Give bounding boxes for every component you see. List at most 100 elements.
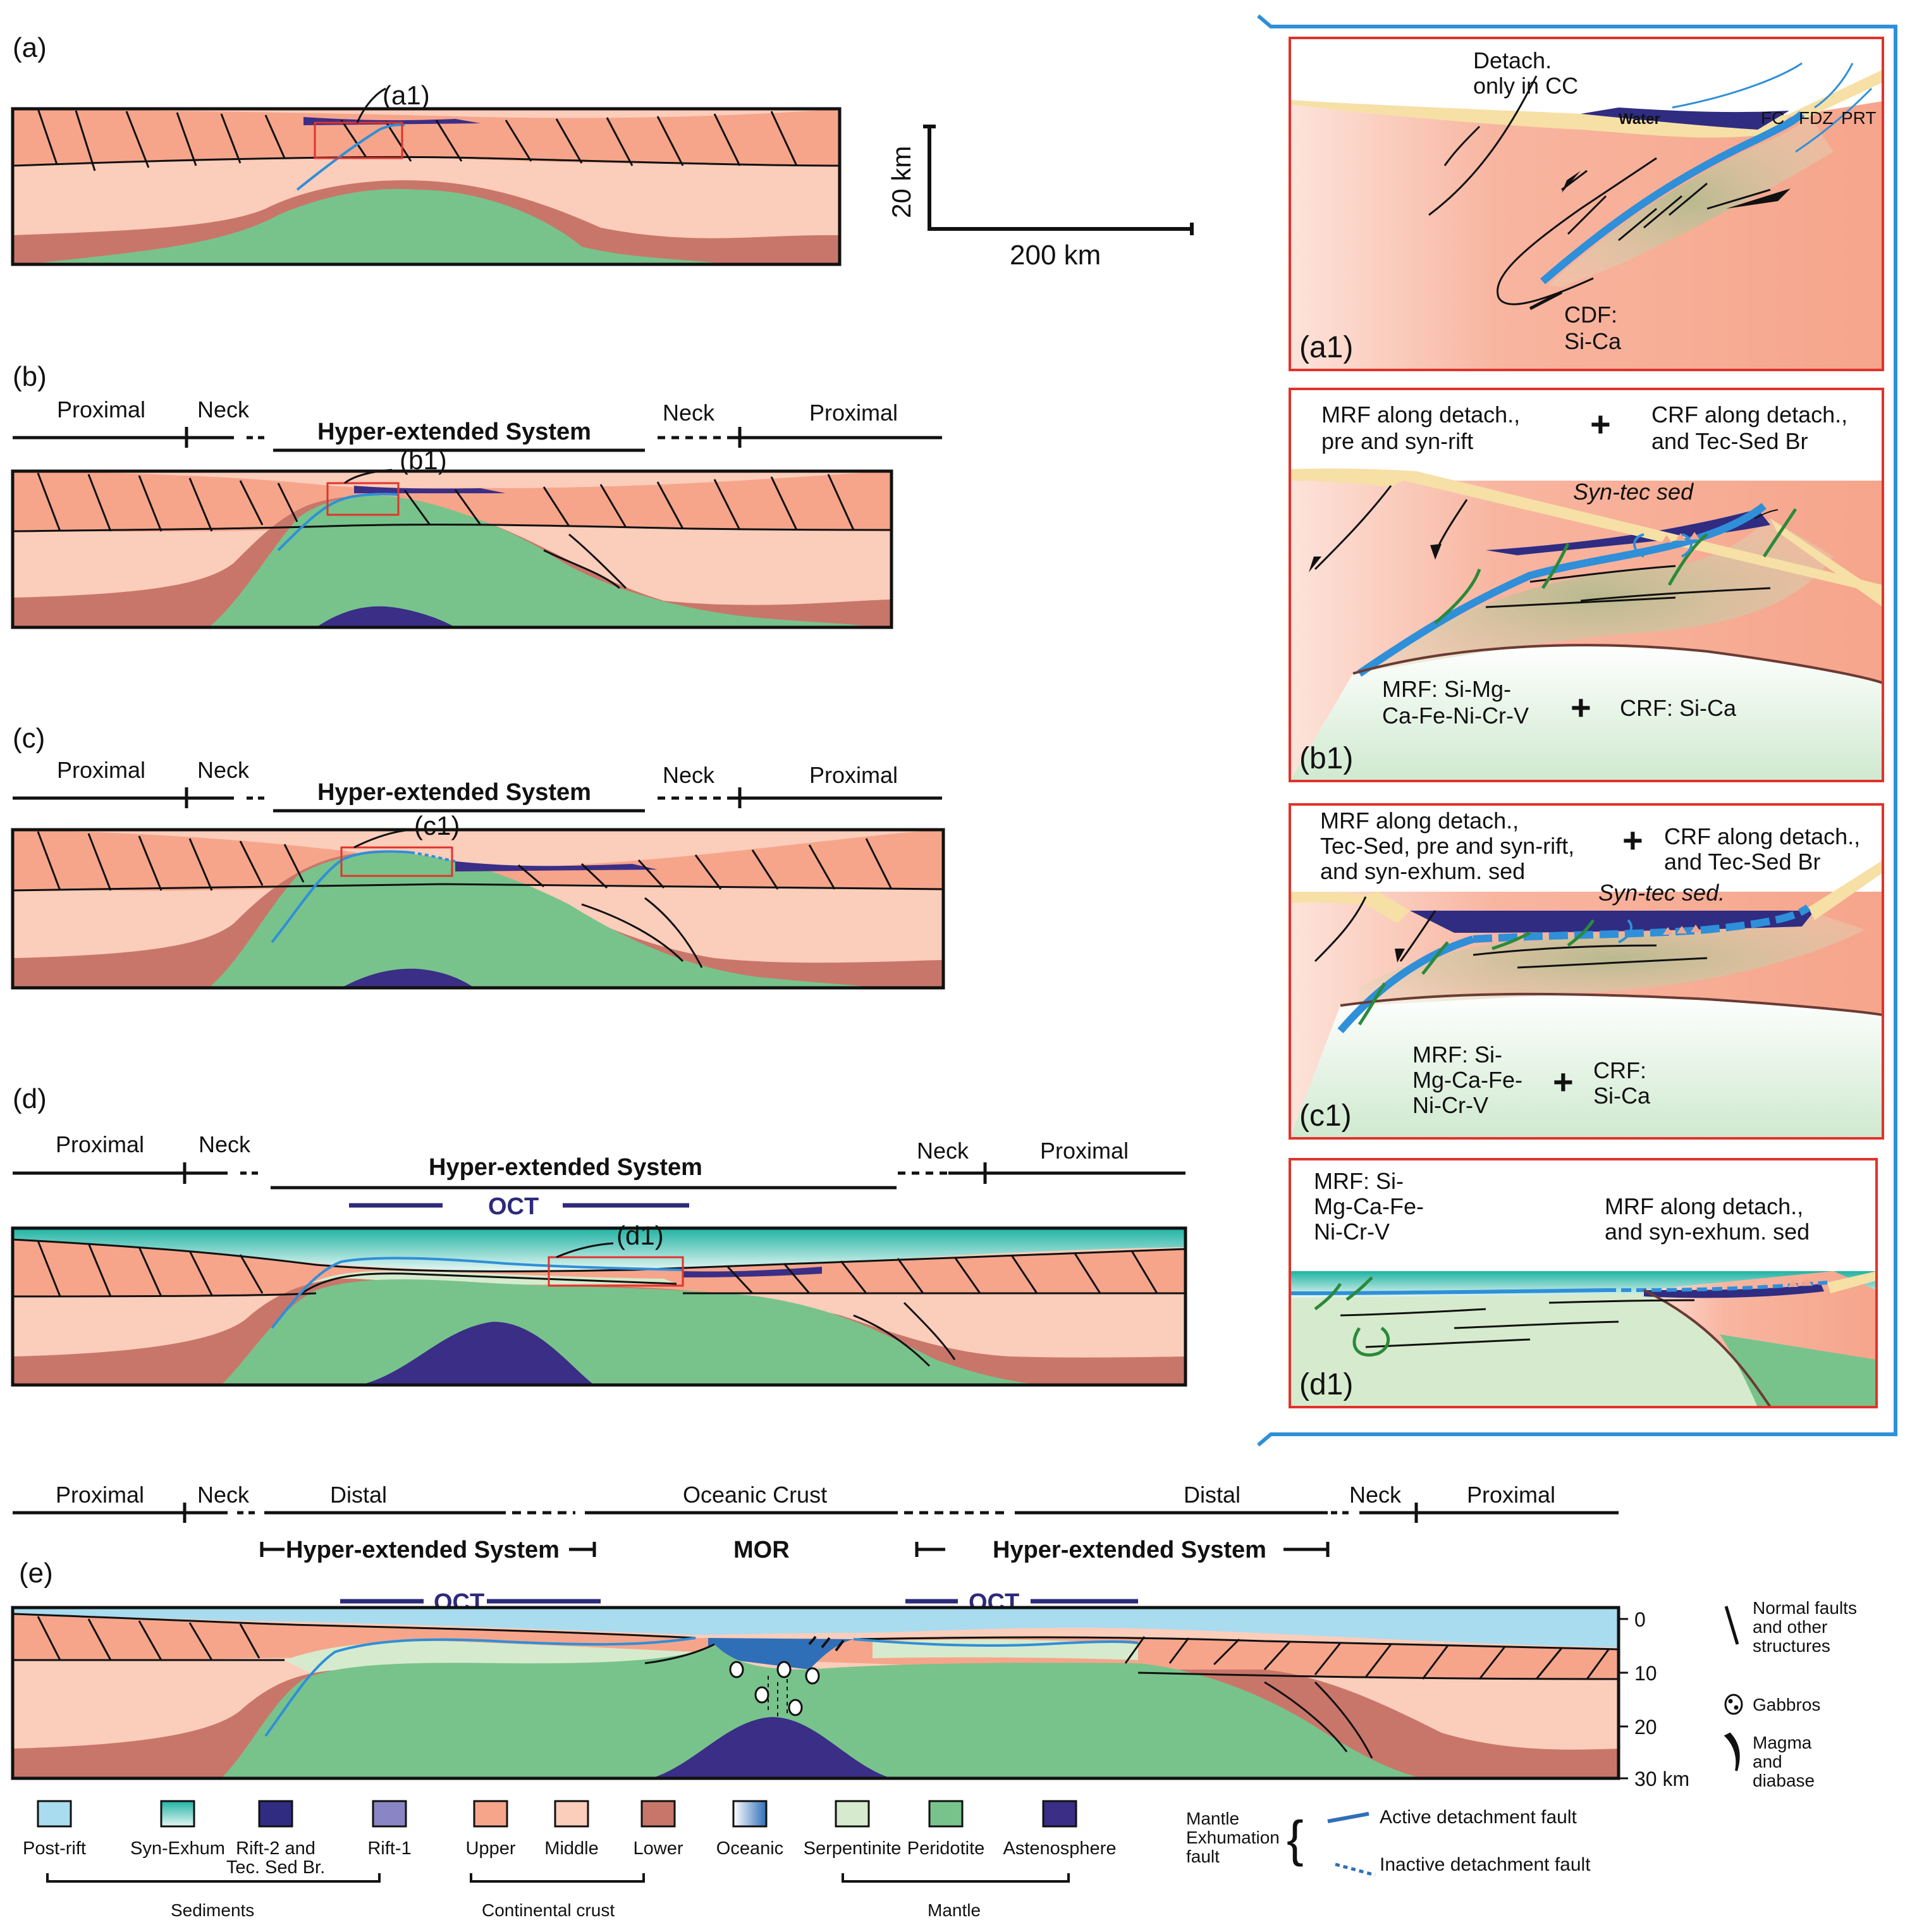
zoom-c1-label: (c1) — [1299, 1099, 1352, 1133]
section-b: (b1) — [11, 445, 893, 629]
legend-swatch-serpentinite — [835, 1800, 870, 1828]
panel-e: Proximal Neck Distal Oceanic Crust Dista… — [11, 1482, 1689, 1790]
legend-label: Astenosphere — [1003, 1838, 1117, 1859]
svg-text:Syn-tec sed: Syn-tec sed — [1573, 479, 1694, 505]
svg-text:Neck: Neck — [917, 1138, 969, 1164]
svg-text:Hyper-extended System: Hyper-extended System — [317, 419, 591, 445]
svg-text:Neck: Neck — [663, 400, 715, 426]
domain-bar-e: Proximal Neck Distal Oceanic Crust Dista… — [13, 1482, 1619, 1616]
svg-text:pre and syn-rift: pre and syn-rift — [1321, 428, 1473, 454]
scale-vertical-label: 20 km — [886, 146, 916, 218]
legend-swatch-rift-2-and — [258, 1800, 293, 1828]
panel-b-label: (b) — [13, 361, 47, 392]
legend-swatch-rift-1 — [372, 1800, 407, 1828]
legend-label: Syn-Exhum — [130, 1838, 225, 1859]
svg-text:and other: and other — [1753, 1617, 1827, 1637]
svg-text:MRF: Si-Mg-: MRF: Si-Mg- — [1382, 676, 1511, 702]
svg-text:20: 20 — [1634, 1716, 1657, 1738]
svg-text:Tec-Sed, pre and syn-rift,: Tec-Sed, pre and syn-rift, — [1320, 833, 1574, 859]
svg-text:MRF: Si-: MRF: Si- — [1412, 1042, 1502, 1068]
svg-text:Syn-tec sed.: Syn-tec sed. — [1598, 880, 1725, 906]
svg-text:Ni-Cr-V: Ni-Cr-V — [1314, 1219, 1390, 1245]
svg-text:MOR: MOR — [733, 1537, 790, 1563]
svg-text:Proximal: Proximal — [809, 762, 898, 788]
legend-label: Oceanic — [716, 1838, 783, 1859]
svg-text:Distal: Distal — [330, 1482, 387, 1508]
legend-swatch-middle — [554, 1800, 589, 1828]
legend-swatch-upper — [473, 1800, 508, 1828]
domain-bar-d: Proximal Neck Hyper-extended System Neck… — [13, 1131, 1185, 1220]
svg-text:Hyper-extended System: Hyper-extended System — [993, 1537, 1266, 1563]
fault-legend: Mantle Exhumation fault { Active detachm… — [1186, 1807, 1591, 1877]
zoom-c1: MRF along detach., Tec-Sed, pre and syn-… — [1289, 803, 1884, 1140]
legend-label: Rift-2 and — [236, 1838, 315, 1859]
panel-b: (b) Proximal Neck Hyper-extended System … — [11, 361, 942, 629]
svg-text:fault: fault — [1186, 1847, 1220, 1866]
section-e: 0 10 20 30 km — [11, 1606, 1689, 1790]
svg-text:Neck: Neck — [197, 757, 250, 783]
legend-swatch-oceanic — [732, 1800, 768, 1828]
legend-label: Upper — [466, 1838, 516, 1859]
zoom-column-frame — [1257, 14, 1897, 1447]
legend-swatch-lower — [640, 1800, 676, 1828]
svg-text:Magma: Magma — [1753, 1733, 1812, 1752]
zoom-a1: Detach. only in CC Water FC FDZ PRT CDF:… — [1289, 37, 1884, 371]
svg-text:FDZ: FDZ — [1799, 108, 1833, 128]
svg-text:10: 10 — [1634, 1662, 1657, 1685]
svg-text:Neck: Neck — [199, 1131, 251, 1157]
svg-text:Mantle: Mantle — [928, 1900, 981, 1920]
svg-text:Continental crust: Continental crust — [482, 1900, 615, 1920]
panel-b-zoom-label: (b1) — [400, 445, 447, 475]
svg-text:Proximal: Proximal — [56, 1131, 144, 1157]
panel-c-zoom-label: (c1) — [414, 811, 460, 840]
legend-swatch-syn-exhum — [160, 1800, 195, 1828]
panel-a-label: (a) — [13, 32, 47, 63]
panel-d-zoom-label: (d1) — [616, 1221, 664, 1250]
svg-text:Si-Ca: Si-Ca — [1593, 1083, 1651, 1109]
legend-swatch-astenosphere — [1042, 1800, 1077, 1828]
magma-icon — [1724, 1732, 1740, 1771]
scale-horizontal-label: 200 km — [1010, 240, 1101, 271]
svg-text:Mg-Ca-Fe-: Mg-Ca-Fe- — [1412, 1067, 1522, 1093]
panel-e-label: (e) — [19, 1558, 53, 1589]
zoom-d1-label: (d1) — [1299, 1368, 1353, 1401]
svg-text:PRT: PRT — [1841, 108, 1877, 128]
panel-c-label: (c) — [13, 723, 45, 754]
svg-text:diabase: diabase — [1753, 1771, 1815, 1790]
svg-text:structures: structures — [1753, 1636, 1830, 1656]
svg-text:CRF: Si-Ca: CRF: Si-Ca — [1620, 695, 1737, 721]
svg-text:Neck: Neck — [1349, 1482, 1402, 1508]
svg-text:MRF along detach.,: MRF along detach., — [1320, 808, 1519, 834]
panel-a-zoom-label: (a1) — [383, 80, 430, 110]
svg-text:CRF along detach.,: CRF along detach., — [1651, 402, 1847, 428]
svg-text:OCT: OCT — [488, 1193, 539, 1220]
svg-text:Neck: Neck — [663, 762, 715, 788]
svg-text:+: + — [1571, 687, 1591, 727]
svg-text:Oceanic Crust: Oceanic Crust — [683, 1482, 827, 1508]
svg-text:and: and — [1753, 1752, 1782, 1771]
active-fault-icon — [1327, 1812, 1369, 1823]
svg-text:MRF along detach.,: MRF along detach., — [1605, 1193, 1803, 1219]
svg-text:30 km: 30 km — [1634, 1768, 1689, 1790]
svg-text:Exhumation: Exhumation — [1186, 1828, 1280, 1847]
panel-a: (a) (a1) — [11, 32, 842, 266]
legend-label: Lower — [634, 1838, 683, 1859]
svg-text:MRF: Si-: MRF: Si- — [1314, 1168, 1404, 1194]
svg-text:Ni-Cr-V: Ni-Cr-V — [1412, 1092, 1488, 1118]
inactive-fault-icon — [1335, 1862, 1376, 1877]
svg-text:Hyper-extended System: Hyper-extended System — [317, 779, 591, 806]
section-a: (a1) — [11, 80, 842, 266]
brace-glyph: { — [1287, 1811, 1304, 1867]
gabbro-icon — [1724, 1694, 1743, 1715]
legend-label: Serpentinite — [804, 1838, 902, 1859]
svg-text:and syn-exhum. sed: and syn-exhum. sed — [1320, 858, 1525, 884]
section-c: (c1) — [11, 811, 945, 990]
svg-text:+: + — [1553, 1062, 1574, 1102]
domain-bar-c: Proximal Neck Hyper-extended System Neck… — [13, 757, 942, 813]
panel-d: (d) Proximal Neck Hyper-extended System … — [11, 1083, 1187, 1387]
svg-text:Proximal: Proximal — [56, 1482, 144, 1508]
legend-swatch-peridotite — [928, 1800, 964, 1828]
svg-text:Inactive detachment fault: Inactive detachment fault — [1380, 1854, 1591, 1875]
svg-text:Hyper-extended System: Hyper-extended System — [429, 1154, 702, 1181]
